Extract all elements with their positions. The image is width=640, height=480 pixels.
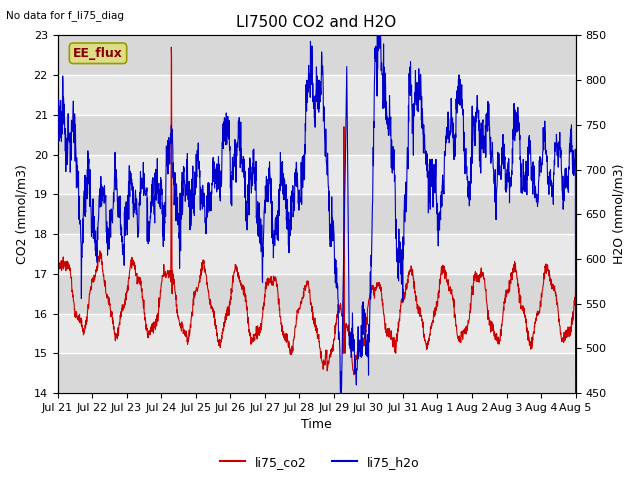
Bar xyxy=(58,75,575,115)
Bar xyxy=(58,155,575,194)
Text: EE_flux: EE_flux xyxy=(73,47,123,60)
Bar xyxy=(58,234,575,274)
Text: No data for f_li75_diag: No data for f_li75_diag xyxy=(6,10,124,21)
Bar xyxy=(58,194,575,234)
Y-axis label: H2O (mmol/m3): H2O (mmol/m3) xyxy=(612,164,625,264)
Bar xyxy=(58,115,575,155)
Bar xyxy=(58,353,575,393)
Bar xyxy=(58,274,575,313)
Bar xyxy=(58,36,575,75)
Legend: li75_co2, li75_h2o: li75_co2, li75_h2o xyxy=(215,451,425,474)
Title: LI7500 CO2 and H2O: LI7500 CO2 and H2O xyxy=(236,15,397,30)
X-axis label: Time: Time xyxy=(301,419,332,432)
Bar xyxy=(58,313,575,353)
Y-axis label: CO2 (mmol/m3): CO2 (mmol/m3) xyxy=(15,164,28,264)
